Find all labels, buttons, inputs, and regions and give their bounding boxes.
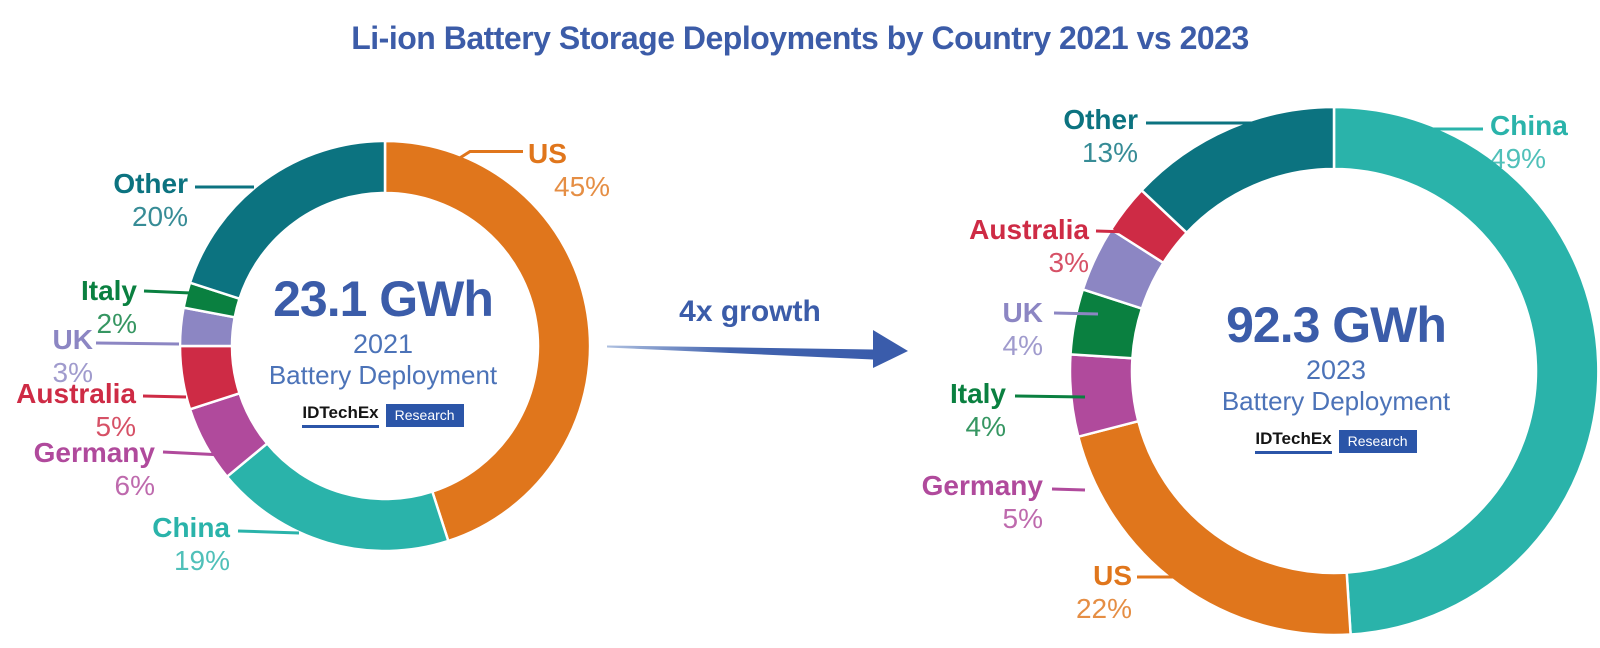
slice-label-australia-2021: Australia 5% <box>16 378 136 442</box>
slice-label-italy-2023: Italy 4% <box>950 378 1006 442</box>
slice-label-uk-2021: UK 3% <box>53 324 93 388</box>
year-label: 2023 <box>1305 355 1367 385</box>
slice-name: Italy <box>80 275 137 306</box>
slice-name: Italy <box>949 378 1006 409</box>
leader-lines-2021 <box>95 150 523 535</box>
donut-center-2021: 23.1 GWh 2021 Battery Deployment IDTechE… <box>223 274 543 428</box>
slice-pct: 2% <box>96 308 137 339</box>
slice-label-china-2023: China 49% <box>1490 110 1568 174</box>
slice-label-germany-2023: Germany 5% <box>922 470 1043 534</box>
leader-china <box>237 529 300 535</box>
brand-suffix: Research <box>1338 430 1417 453</box>
donut-center-2023: 92.3 GWh 2023 Battery Deployment IDTechE… <box>1176 300 1496 454</box>
leader-australia <box>1095 229 1130 234</box>
growth-arrow <box>607 330 908 368</box>
leader-italy <box>1014 394 1086 399</box>
slice-label-other-2021: Other 20% <box>113 168 188 232</box>
slice-label-italy-2021: Italy 2% <box>81 275 137 339</box>
growth-annotation: 4x growth <box>679 295 821 328</box>
slice-name: Germany <box>921 470 1043 501</box>
donut-2023 <box>1068 105 1600 637</box>
total-value: 92.3 GWh <box>1226 297 1447 353</box>
slice-pct: 13% <box>1081 137 1138 168</box>
slice-name: Australia <box>969 214 1089 245</box>
slice-name: US <box>1093 560 1132 591</box>
slice-pct: 20% <box>131 201 188 232</box>
slice-name: Other <box>1063 104 1138 135</box>
slice-pct: 49% <box>1490 143 1547 174</box>
slice-other <box>1140 105 1336 234</box>
slice-label-uk-2023: UK 4% <box>1003 297 1043 361</box>
slice-label-china-2021: China 19% <box>152 512 230 576</box>
slice-us <box>383 139 592 543</box>
leader-uk <box>95 341 180 346</box>
slice-name: Germany <box>33 437 155 468</box>
slice-china <box>225 442 450 553</box>
page-title: Li-ion Battery Storage Deployments by Co… <box>351 20 1249 56</box>
leader-uk <box>1053 311 1099 316</box>
leader-italy <box>143 289 192 295</box>
caption-label: Battery Deployment <box>268 360 498 390</box>
slice-pct: 3% <box>1048 247 1089 278</box>
slice-pct: 22% <box>1075 593 1132 624</box>
slice-label-us-2021: US 45% <box>528 138 610 202</box>
slice-pct: 4% <box>1002 330 1043 361</box>
idtechex-logo: IDTechEx Research <box>223 403 543 428</box>
slice-china <box>1332 105 1600 636</box>
slice-name: UK <box>1002 297 1043 328</box>
slice-other <box>188 139 387 300</box>
slice-name: Other <box>113 168 188 199</box>
slice-label-germany-2021: Germany 6% <box>34 437 155 501</box>
leader-australia <box>142 394 187 399</box>
slice-pct: 4% <box>965 411 1006 442</box>
total-value: 23.1 GWh <box>273 271 494 327</box>
leader-germany <box>162 450 224 457</box>
slice-name: Australia <box>16 378 136 409</box>
brand-name: IDTechEx <box>1255 429 1332 454</box>
slice-label-australia-2023: Australia 3% <box>969 214 1089 278</box>
slice-name: UK <box>52 324 93 355</box>
year-label: 2021 <box>352 329 414 359</box>
slice-pct: 19% <box>173 545 230 576</box>
slice-pct: 5% <box>1002 503 1043 534</box>
brand-name: IDTechEx <box>302 403 379 428</box>
leader-lines-2023 <box>1014 121 1483 579</box>
slice-name: China <box>152 512 230 543</box>
leader-us <box>454 150 523 163</box>
slice-pct: 3% <box>52 357 93 388</box>
donut-2021 <box>178 139 592 553</box>
slice-pct: 6% <box>114 470 155 501</box>
slice-name: US <box>528 138 567 169</box>
caption-label: Battery Deployment <box>1221 386 1451 416</box>
idtechex-logo: IDTechEx Research <box>1176 429 1496 454</box>
slice-name: China <box>1490 110 1568 141</box>
slice-label-other-2023: Other 13% <box>1063 104 1138 168</box>
leader-germany <box>1051 487 1086 492</box>
brand-suffix: Research <box>385 404 464 427</box>
slice-pct: 45% <box>554 171 611 202</box>
slice-label-us-2023: US 22% <box>1076 560 1132 624</box>
slice-pct: 5% <box>95 411 136 442</box>
